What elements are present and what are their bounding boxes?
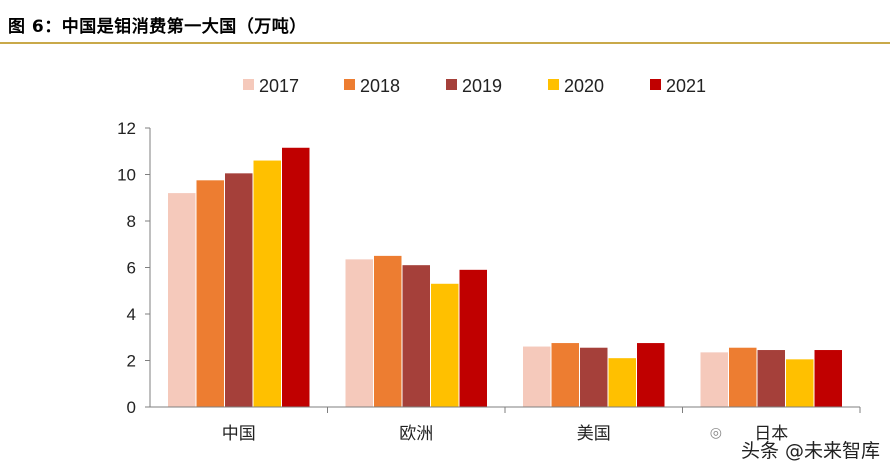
bar-2020-3 [786,359,814,407]
x-tick-label: 欧洲 [399,424,433,444]
y-tick-label: 4 [127,305,136,324]
bar-2019-3 [757,350,785,407]
bar-2018-2 [551,343,579,407]
bar-2021-2 [637,343,665,407]
figure-header: 图 6：中国是钼消费第一大国（万吨） [0,0,890,44]
bar-2021-0 [282,147,310,407]
legend-label-2017: 2017 [259,76,299,96]
bar-2018-1 [374,255,402,407]
legend-swatch-2018 [344,79,355,90]
bar-2021-3 [814,350,842,407]
bar-2020-2 [608,358,636,407]
bar-2020-1 [431,283,459,407]
legend-label-2018: 2018 [360,76,400,96]
figure-title: 图 6：中国是钼消费第一大国（万吨） [8,17,307,37]
bar-2018-3 [729,347,757,407]
bar-2019-2 [580,347,608,407]
legend-swatch-2017 [243,79,254,90]
y-tick-label: 10 [117,166,136,185]
bar-2018-0 [196,180,224,407]
title-divider [0,42,890,44]
y-tick-label: 12 [117,119,136,138]
bar-2021-1 [459,269,487,407]
bar-2019-0 [225,173,253,407]
y-tick-label: 6 [127,259,136,278]
bar-2017-1 [345,259,373,407]
legend-swatch-2021 [650,79,661,90]
x-tick-label: 日本 [754,424,788,444]
legend-swatch-2019 [446,79,457,90]
bar-2017-0 [168,193,196,407]
bar-2019-1 [402,265,430,407]
wechat-icon: ◎ [709,425,722,441]
legend-label-2019: 2019 [462,76,502,96]
legend-label-2021: 2021 [666,76,706,96]
watermark-text: 头条 @未来智库 [740,440,880,462]
y-tick-label: 2 [127,352,136,371]
legend-swatch-2020 [548,79,559,90]
y-tick-label: 0 [127,398,136,417]
legend-label-2020: 2020 [564,76,604,96]
bar-2017-3 [700,352,728,407]
bar-2020-0 [253,160,281,407]
bar-2017-2 [523,346,551,407]
y-tick-label: 8 [127,212,136,231]
x-tick-label: 中国 [222,424,256,444]
x-tick-label: 美国 [577,424,611,444]
